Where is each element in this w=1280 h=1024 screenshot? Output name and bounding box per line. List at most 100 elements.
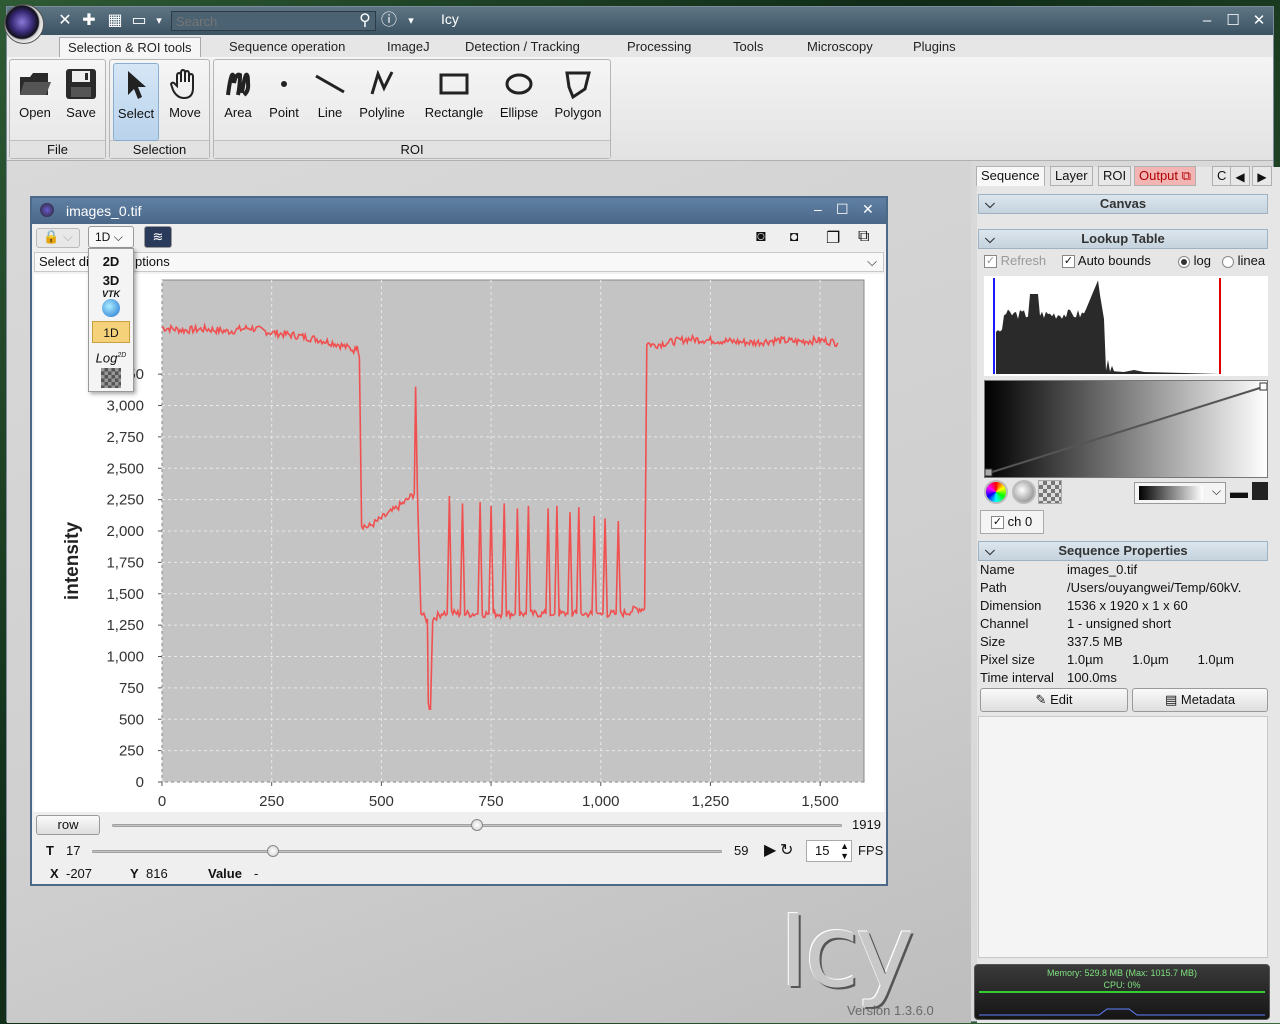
polyline-roi-button[interactable]: Polyline	[355, 63, 409, 141]
info-icon[interactable]: ⓘ	[380, 12, 397, 29]
linear-radio[interactable]: linea	[1222, 253, 1265, 268]
color-wheel-icon[interactable]	[984, 480, 1008, 504]
grey-sphere-icon[interactable]	[1012, 480, 1036, 504]
lut-header-label: Lookup Table	[1081, 231, 1165, 246]
chevron-down-icon: ⌵	[867, 254, 877, 269]
tab-imagej[interactable]: ImageJ	[387, 39, 430, 54]
ellipse-roi-button[interactable]: Ellipse	[493, 63, 545, 141]
layers-icon[interactable]: ≋	[144, 226, 172, 248]
prop-pixel-size-value: 1.0µm 1.0µm 1.0µm	[1067, 652, 1234, 667]
log-radio[interactable]: log	[1178, 253, 1211, 268]
polygon-roi-button[interactable]: Polygon	[549, 63, 607, 141]
intensity-chart[interactable]: 0 250 500 750 1,000 1,250 1,500 1,750 2,000 2,250…	[34, 274, 884, 812]
open-button[interactable]: Open	[13, 63, 57, 141]
save-button[interactable]: Save	[59, 63, 103, 141]
x-tick-label: 1,000	[582, 793, 620, 810]
tab-c[interactable]: C	[1212, 166, 1232, 186]
viewer-log-option[interactable]: Log2D	[92, 345, 130, 367]
minimize-icon[interactable]: –	[814, 201, 822, 217]
folder-icon[interactable]: ▬	[1230, 482, 1248, 502]
close-icon[interactable]: ✕	[1252, 12, 1266, 29]
tab-plugins[interactable]: Plugins	[913, 39, 956, 54]
rectangle-roi-button[interactable]: Rectangle	[417, 63, 491, 141]
tab-layer[interactable]: Layer	[1050, 166, 1093, 186]
colormap-select[interactable]: ⌵	[1134, 482, 1226, 504]
camera-small-icon[interactable]: ◘	[790, 228, 799, 244]
area-roi-button[interactable]: Area	[217, 63, 259, 141]
viewer-grid-option[interactable]	[92, 367, 130, 389]
point-roi-button[interactable]: Point	[263, 63, 305, 141]
lut-gradient[interactable]	[984, 380, 1268, 478]
tools-icon[interactable]: ✕	[58, 12, 72, 29]
y-tick-label: 2,250	[106, 492, 144, 509]
layout-icon[interactable]: ▦	[107, 12, 123, 29]
tab-output[interactable]: Output ⧉	[1134, 166, 1196, 186]
grid-icon	[101, 368, 121, 388]
t-slider-knob[interactable]	[267, 845, 280, 857]
metadata-button[interactable]: ▤ Metadata	[1132, 688, 1268, 712]
tab-processing[interactable]: Processing	[627, 39, 692, 54]
chevron-down-icon[interactable]: ▾	[156, 15, 162, 27]
minimize-icon[interactable]: –	[1202, 12, 1212, 29]
play-icon[interactable]: ▶	[764, 842, 777, 859]
tab-scroll-right-icon[interactable]: ▶	[1252, 166, 1272, 186]
maximize-icon[interactable]: ☐	[1226, 12, 1240, 29]
viewer-sphere-option[interactable]	[92, 297, 130, 319]
viewer-3d-vtk-option[interactable]: 3D VTK	[92, 273, 130, 299]
histogram-bars	[996, 280, 1220, 374]
select-button[interactable]: Select	[113, 63, 159, 141]
tab-sequence[interactable]: Sequence	[976, 166, 1045, 186]
search-input[interactable]	[171, 11, 376, 31]
sequence-properties-header[interactable]: ⌵ Sequence Properties	[978, 541, 1268, 561]
chevron-down-icon[interactable]: ▾	[408, 15, 414, 27]
checker-icon[interactable]	[1038, 480, 1062, 504]
external-window-icon[interactable]: ⧉	[858, 228, 870, 245]
plugin-icon[interactable]: ✚	[82, 12, 96, 29]
auto-bounds-checkbox[interactable]: ✓ Auto bounds	[1062, 253, 1151, 269]
fps-value: 15	[815, 843, 830, 858]
viewer-2d-option[interactable]: 2D	[102, 254, 120, 269]
fps-input[interactable]: 15 ▲ ▼	[806, 840, 852, 862]
refresh-checkbox[interactable]: ✓ Refresh	[984, 253, 1046, 269]
tab-scroll-left-icon[interactable]: ◀	[1230, 166, 1250, 186]
viewer-1d-option[interactable]: 1D	[92, 321, 130, 343]
duplicate-icon[interactable]: ❐	[826, 230, 841, 247]
search-icon[interactable]: ⚲	[359, 12, 371, 29]
close-icon[interactable]: ✕	[862, 201, 874, 217]
edit-button[interactable]: ✎ Edit	[980, 688, 1128, 712]
loop-icon[interactable]: ↻	[780, 842, 794, 859]
display-options-select[interactable]: Select di ptions ⌵	[34, 252, 884, 272]
window-icon[interactable]: ▭	[131, 12, 147, 29]
tab-microscopy[interactable]: Microscopy	[807, 39, 873, 54]
time-control: T 17 59 ▶ ↻ 15 ▲ ▼ FPS	[32, 838, 886, 864]
move-button[interactable]: Move	[163, 63, 207, 141]
row-control: row 1919	[32, 812, 886, 838]
y-tick-label: 2,750	[106, 429, 144, 446]
tab-selection-roi-tools[interactable]: Selection & ROI tools	[59, 37, 201, 57]
tab-roi[interactable]: ROI	[1098, 166, 1132, 186]
save-icon[interactable]	[1252, 482, 1268, 500]
point-icon	[263, 63, 305, 105]
spinner-icon[interactable]: ▲ ▼	[840, 841, 849, 861]
row-slider-knob[interactable]	[471, 819, 483, 831]
histogram[interactable]	[984, 276, 1268, 376]
tab-detection-tracking[interactable]: Detection / Tracking	[465, 39, 580, 54]
line-roi-button[interactable]: Line	[309, 63, 351, 141]
tab-tools[interactable]: Tools	[733, 39, 764, 54]
row-button[interactable]: row	[36, 815, 100, 835]
viewer-mode-select[interactable]: 1D ⌵	[88, 226, 134, 248]
t-slider-track[interactable]	[92, 850, 722, 853]
icy-logo[interactable]	[4, 4, 44, 44]
select-label: Select	[117, 106, 155, 121]
tab-sequence-operation[interactable]: Sequence operation	[229, 39, 346, 54]
hand-icon	[163, 63, 207, 105]
camera-icon[interactable]: ◙	[756, 228, 766, 245]
channel-toggle[interactable]: ✓ ch 0	[980, 510, 1044, 534]
lock-icon[interactable]: 🔒 ⌵	[36, 228, 80, 248]
y-value: 816	[146, 866, 168, 881]
canvas-section-header[interactable]: ⌵ Canvas	[978, 194, 1268, 214]
maximize-icon[interactable]: ☐	[836, 201, 849, 217]
prop-name-key: Name	[980, 562, 1015, 577]
plot-area[interactable]: 0 250 500 750 1,000 1,250 1,500 1,750 2,000 2,250…	[34, 274, 884, 812]
lut-section-header[interactable]: ⌵ Lookup Table	[978, 229, 1268, 249]
